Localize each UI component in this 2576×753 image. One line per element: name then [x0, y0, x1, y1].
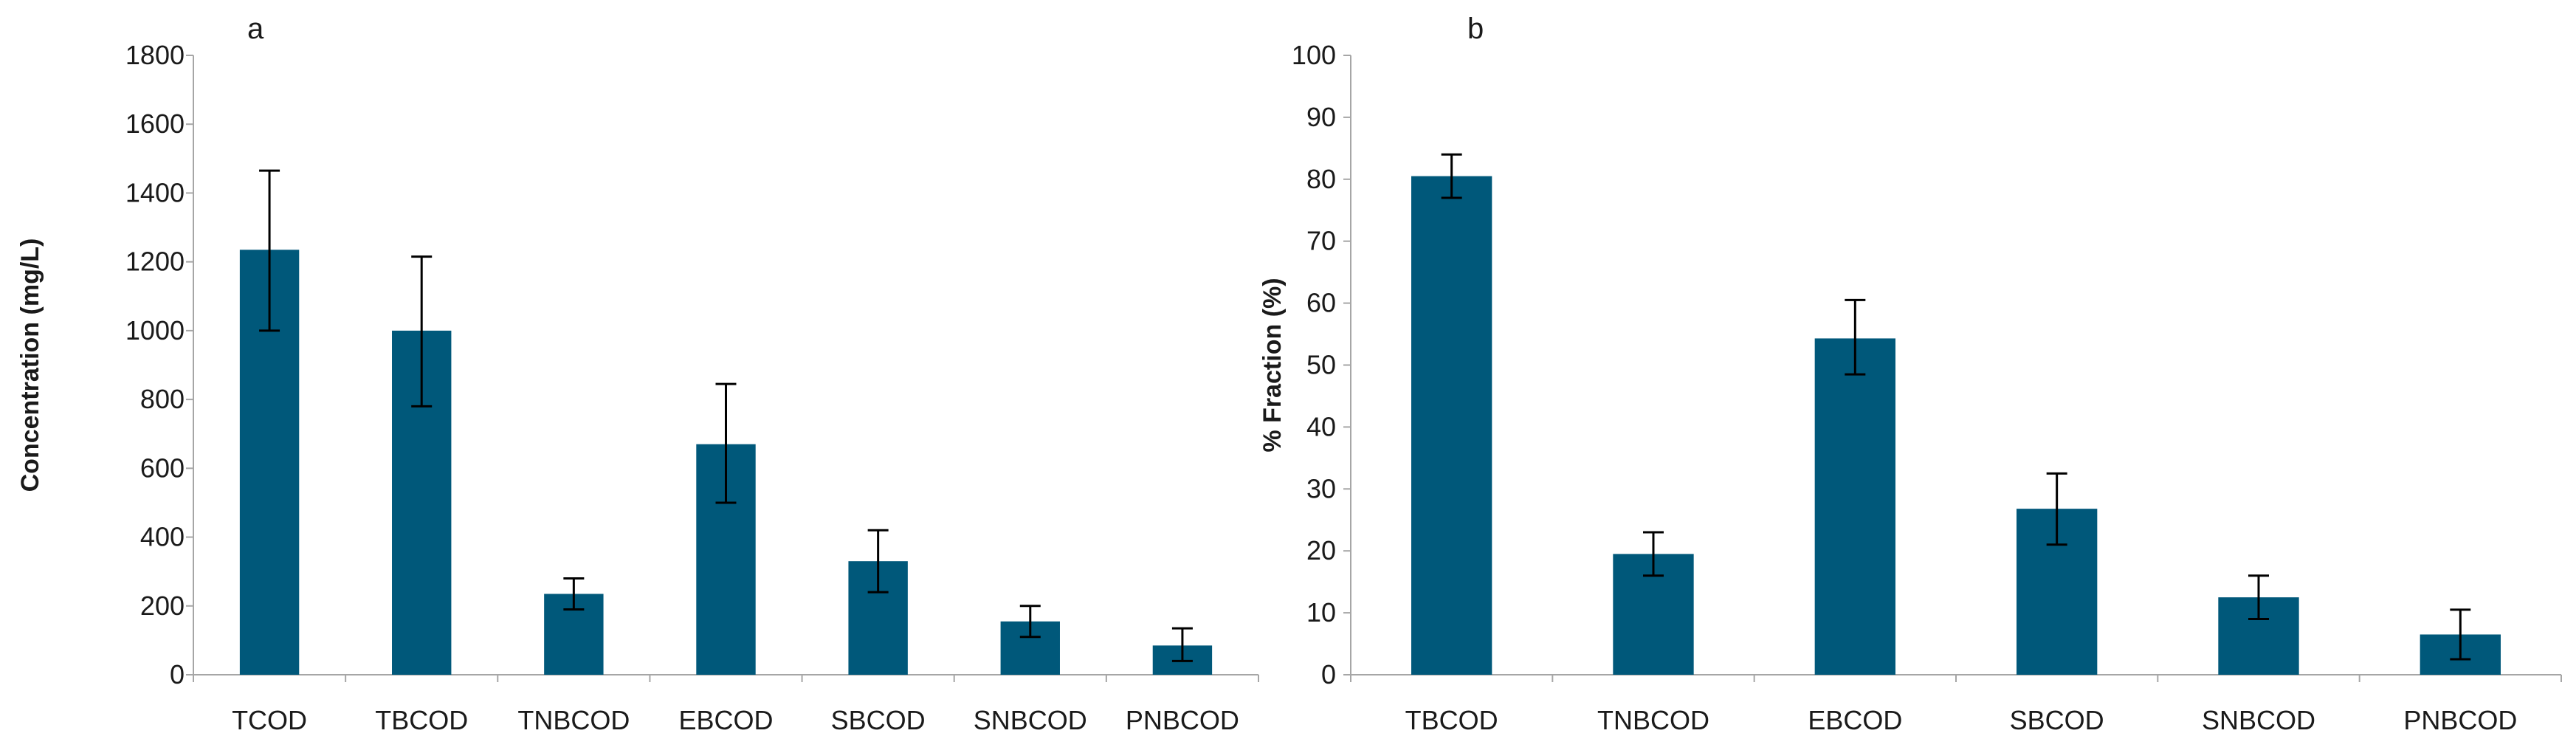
y-tick-label-b: 10 — [1306, 597, 1336, 628]
y-tick-label-a: 400 — [140, 522, 185, 552]
y-tick-label-b: 60 — [1306, 288, 1336, 318]
chart-a: a Concentration (mg/L) 0 200 400 600 800 1000 12… — [16, 13, 1259, 735]
y-tick-label-a: 0 — [170, 659, 185, 690]
x-category-label-a: EBCOD — [678, 705, 773, 735]
y-tick-label-b: 50 — [1306, 350, 1336, 380]
y-tick-label-b: 20 — [1306, 535, 1336, 565]
x-category-label-a: TNBCOD — [517, 705, 630, 735]
x-category-label-b: PNBCOD — [2403, 705, 2517, 735]
x-category-label-b: EBCOD — [1808, 705, 1902, 735]
x-category-label-a: SBCOD — [831, 705, 926, 735]
panel-title-a: a — [247, 13, 264, 45]
x-category-label-b: TNBCOD — [1597, 705, 1709, 735]
y-tick-label-a: 1800 — [125, 40, 185, 70]
y-tick-label-b: 90 — [1306, 102, 1336, 132]
y-tick-label-b: 80 — [1306, 164, 1336, 194]
y-axis-title-b: % Fraction (%) — [1258, 278, 1287, 452]
y-tick-label-b: 40 — [1306, 411, 1336, 441]
x-category-label-a: TBCOD — [375, 705, 468, 735]
y-tick-label-b: 30 — [1306, 473, 1336, 503]
y-tick-label-a: 800 — [140, 384, 185, 414]
x-category-label-b: SNBCOD — [2202, 705, 2315, 735]
y-tick-label-b: 0 — [1321, 659, 1336, 690]
x-category-label-b: SBCOD — [2010, 705, 2104, 735]
y-tick-label-a: 200 — [140, 591, 185, 621]
y-tick-label-a: 1000 — [125, 315, 185, 345]
y-tick-label-a: 1600 — [125, 109, 185, 139]
bar-tbcod-b — [1411, 176, 1492, 675]
y-axis-title-a: Concentration (mg/L) — [16, 238, 44, 492]
x-category-label-b: TBCOD — [1405, 705, 1498, 735]
x-category-label-a: SNBCOD — [974, 705, 1087, 735]
y-tick-label-a: 1200 — [125, 247, 185, 277]
x-category-label-a: PNBCOD — [1126, 705, 1239, 735]
x-category-label-a: TCOD — [232, 705, 307, 735]
bar-ebcod-b — [1814, 338, 1895, 675]
chart-b: b % Fraction (%) 0 10 20 30 40 50 60 70 80 90 100 TBC… — [1258, 13, 2562, 735]
y-tick-label-a: 600 — [140, 453, 185, 483]
panel-title-b: b — [1467, 13, 1484, 45]
y-tick-label-b: 100 — [1292, 40, 1336, 70]
y-tick-label-b: 70 — [1306, 226, 1336, 256]
y-tick-label-a: 1400 — [125, 177, 185, 207]
